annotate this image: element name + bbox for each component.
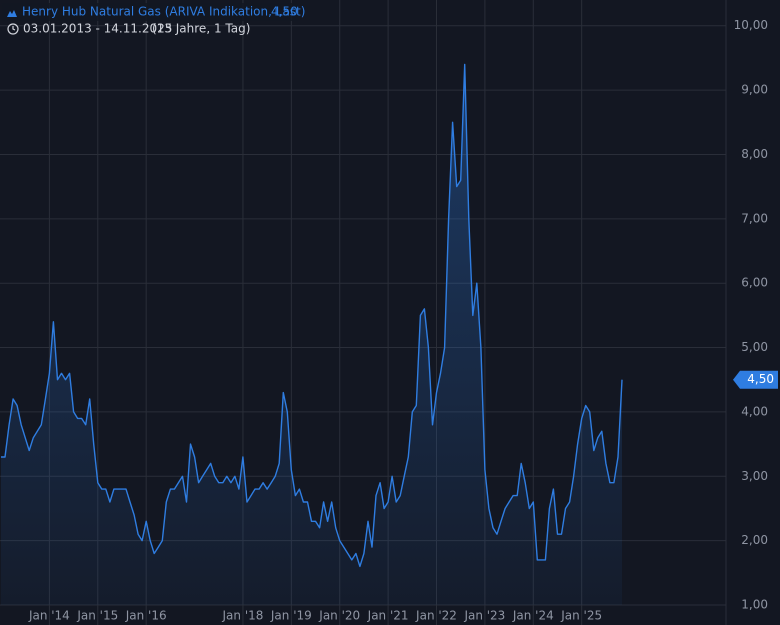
axis: 1,00 2,00 3,00 4,00 5,00 6,00 7,00 8,00 9,00 10,0… [28,18,778,623]
x-tick-label: Jan '19 [270,609,312,623]
area [1,64,622,605]
x-tick-label: Jan '15 [76,609,118,623]
x-tick-label: Jan '22 [415,609,457,623]
header-bg [2,3,298,21]
series-icon [7,10,17,17]
x-tick-label: Jan '23 [463,609,505,623]
x-tick-label: Jan '24 [512,609,554,623]
y-tick-label: 7,00 [741,211,768,225]
period: 03.01.2013 - 14.11.2025 [23,22,172,36]
y-tick-label: 4,00 [741,404,768,418]
line [1,63,623,568]
clock-icon [7,23,19,35]
header: Henry Hub Natural Gas (ARIVA Indikation,… [2,3,305,36]
y-tick-label: 5,00 [741,340,768,354]
x-tick-label: Jan '16 [125,609,167,623]
current-tag [733,370,778,389]
y-tick-label: 2,00 [741,533,768,547]
plot [1,63,623,605]
chart-title: Henry Hub Natural Gas (ARIVA Indikation,… [22,5,305,19]
clock-hand [12,26,16,31]
current-tag-label: 4,50 [747,372,774,386]
y-tick-label: 9,00 [741,83,768,97]
x-tick-label: Jan '21 [367,609,409,623]
y-tick-label: 10,00 [734,18,768,32]
x-tick-label: Jan '18 [222,609,264,623]
current-value: 4,50 [271,5,298,19]
x-tick-label: Jan '20 [318,609,360,623]
y-tick-label: 6,00 [741,276,768,290]
duration: (13 Jahre, 1 Tag) [152,22,250,36]
y-tick-label: 8,00 [741,147,768,161]
x-tick-label: Jan '25 [560,609,602,623]
y-tick-label: 1,00 [741,598,768,612]
x-tick-label: Jan '14 [28,609,70,623]
y-tick-label: 3,00 [741,469,768,483]
